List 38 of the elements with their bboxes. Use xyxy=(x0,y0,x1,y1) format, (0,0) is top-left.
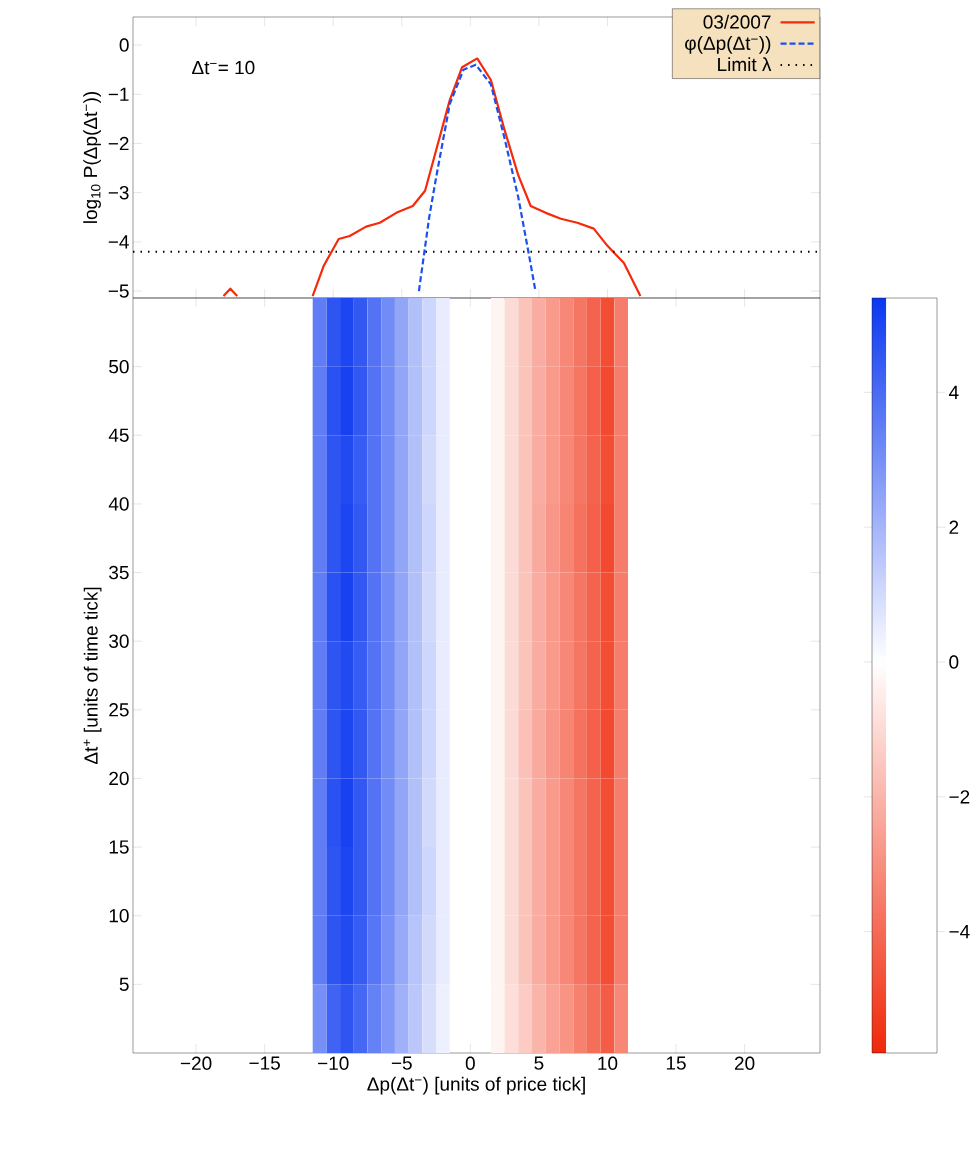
color-bar-label: −2 xyxy=(949,790,970,804)
y-tick-label: 10 xyxy=(109,908,129,923)
x-tick-label: 5 xyxy=(534,1056,544,1070)
y-tick-label: −4 xyxy=(108,235,129,249)
x-tick-label: 15 xyxy=(666,1056,686,1070)
y-tick-label: 15 xyxy=(109,840,129,854)
y-tick-label: −2 xyxy=(108,136,129,151)
y-tick-label: −3 xyxy=(108,185,129,200)
legend-label: φ(Δp(Δt$^{−}$)) xyxy=(685,36,771,54)
x-tick-label: 0 xyxy=(465,1056,475,1070)
y-tick-label: 40 xyxy=(108,497,129,511)
color-bar-label: −4 xyxy=(949,925,970,939)
y-tick-label: 30 xyxy=(109,634,129,648)
x-tick-label: −5 xyxy=(391,1056,412,1070)
y-tick-label: 50 xyxy=(109,359,129,374)
x-tick-label: −15 xyxy=(249,1056,280,1070)
y-tick-label: −1 xyxy=(108,87,129,101)
y-tick-label: −5 xyxy=(108,284,129,298)
y-tick-label: 35 xyxy=(109,565,129,580)
y-axis-title: log$_{10}$ P(Δp(Δt$^{−}$)) xyxy=(83,91,101,223)
legend-label: Limit λ xyxy=(718,57,772,72)
x-tick-label: 10 xyxy=(598,1056,618,1070)
legend-label: 03/2007 xyxy=(703,14,771,29)
color-bar-label: 0 xyxy=(949,655,959,669)
x-axis-title: Δp(Δt$^{−}$) [units of price tick] xyxy=(367,1076,585,1095)
x-tick-label: 20 xyxy=(734,1056,755,1070)
y-tick-label: 45 xyxy=(108,428,129,442)
y-tick-label: 0 xyxy=(119,38,129,52)
y-axis-title: Δt$^{+}$ [units of time tick] xyxy=(83,587,102,765)
y-tick-label: 20 xyxy=(109,771,129,786)
color-bar-label: 4 xyxy=(948,385,959,399)
color-bar-label: 2 xyxy=(949,520,959,534)
annotation: Δt$^{−}$= 10 xyxy=(192,60,255,75)
y-tick-label: 25 xyxy=(109,703,129,717)
line-series xyxy=(417,63,537,293)
y-tick-label: 5 xyxy=(119,977,129,991)
x-tick-label: −20 xyxy=(180,1056,212,1070)
x-tick-label: −10 xyxy=(318,1056,349,1070)
